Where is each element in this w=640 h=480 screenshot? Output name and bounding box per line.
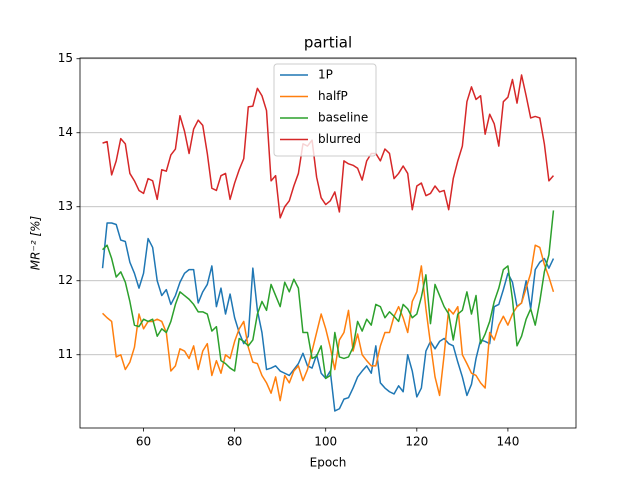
y-tick-label: 11 — [58, 347, 73, 361]
y-axis-label: MR⁻² [%] — [29, 215, 43, 270]
data-line — [102, 210, 555, 380]
y-tick-label: 13 — [58, 199, 73, 213]
x-tick-label: 80 — [227, 435, 242, 449]
y-tick-label: 15 — [58, 51, 73, 65]
legend-label: 1P — [318, 68, 333, 82]
legend-label: baseline — [318, 111, 368, 125]
plot-frame — [79, 57, 577, 429]
data-line — [101, 222, 555, 412]
x-tick-label: 120 — [405, 435, 428, 449]
y-tick-label: 12 — [58, 273, 73, 287]
x-axis-label: Epoch — [310, 456, 347, 470]
chart-title: partial — [304, 34, 352, 52]
y-tick-label: 14 — [58, 125, 73, 139]
legend-box — [273, 63, 377, 157]
legend-label: halfP — [318, 89, 348, 103]
legend-label: blurred — [318, 132, 361, 146]
data-line — [102, 244, 555, 402]
x-tick-label: 100 — [314, 435, 337, 449]
x-tick-label: 140 — [496, 435, 519, 449]
data-line — [102, 74, 555, 219]
x-tick-label: 60 — [136, 435, 151, 449]
